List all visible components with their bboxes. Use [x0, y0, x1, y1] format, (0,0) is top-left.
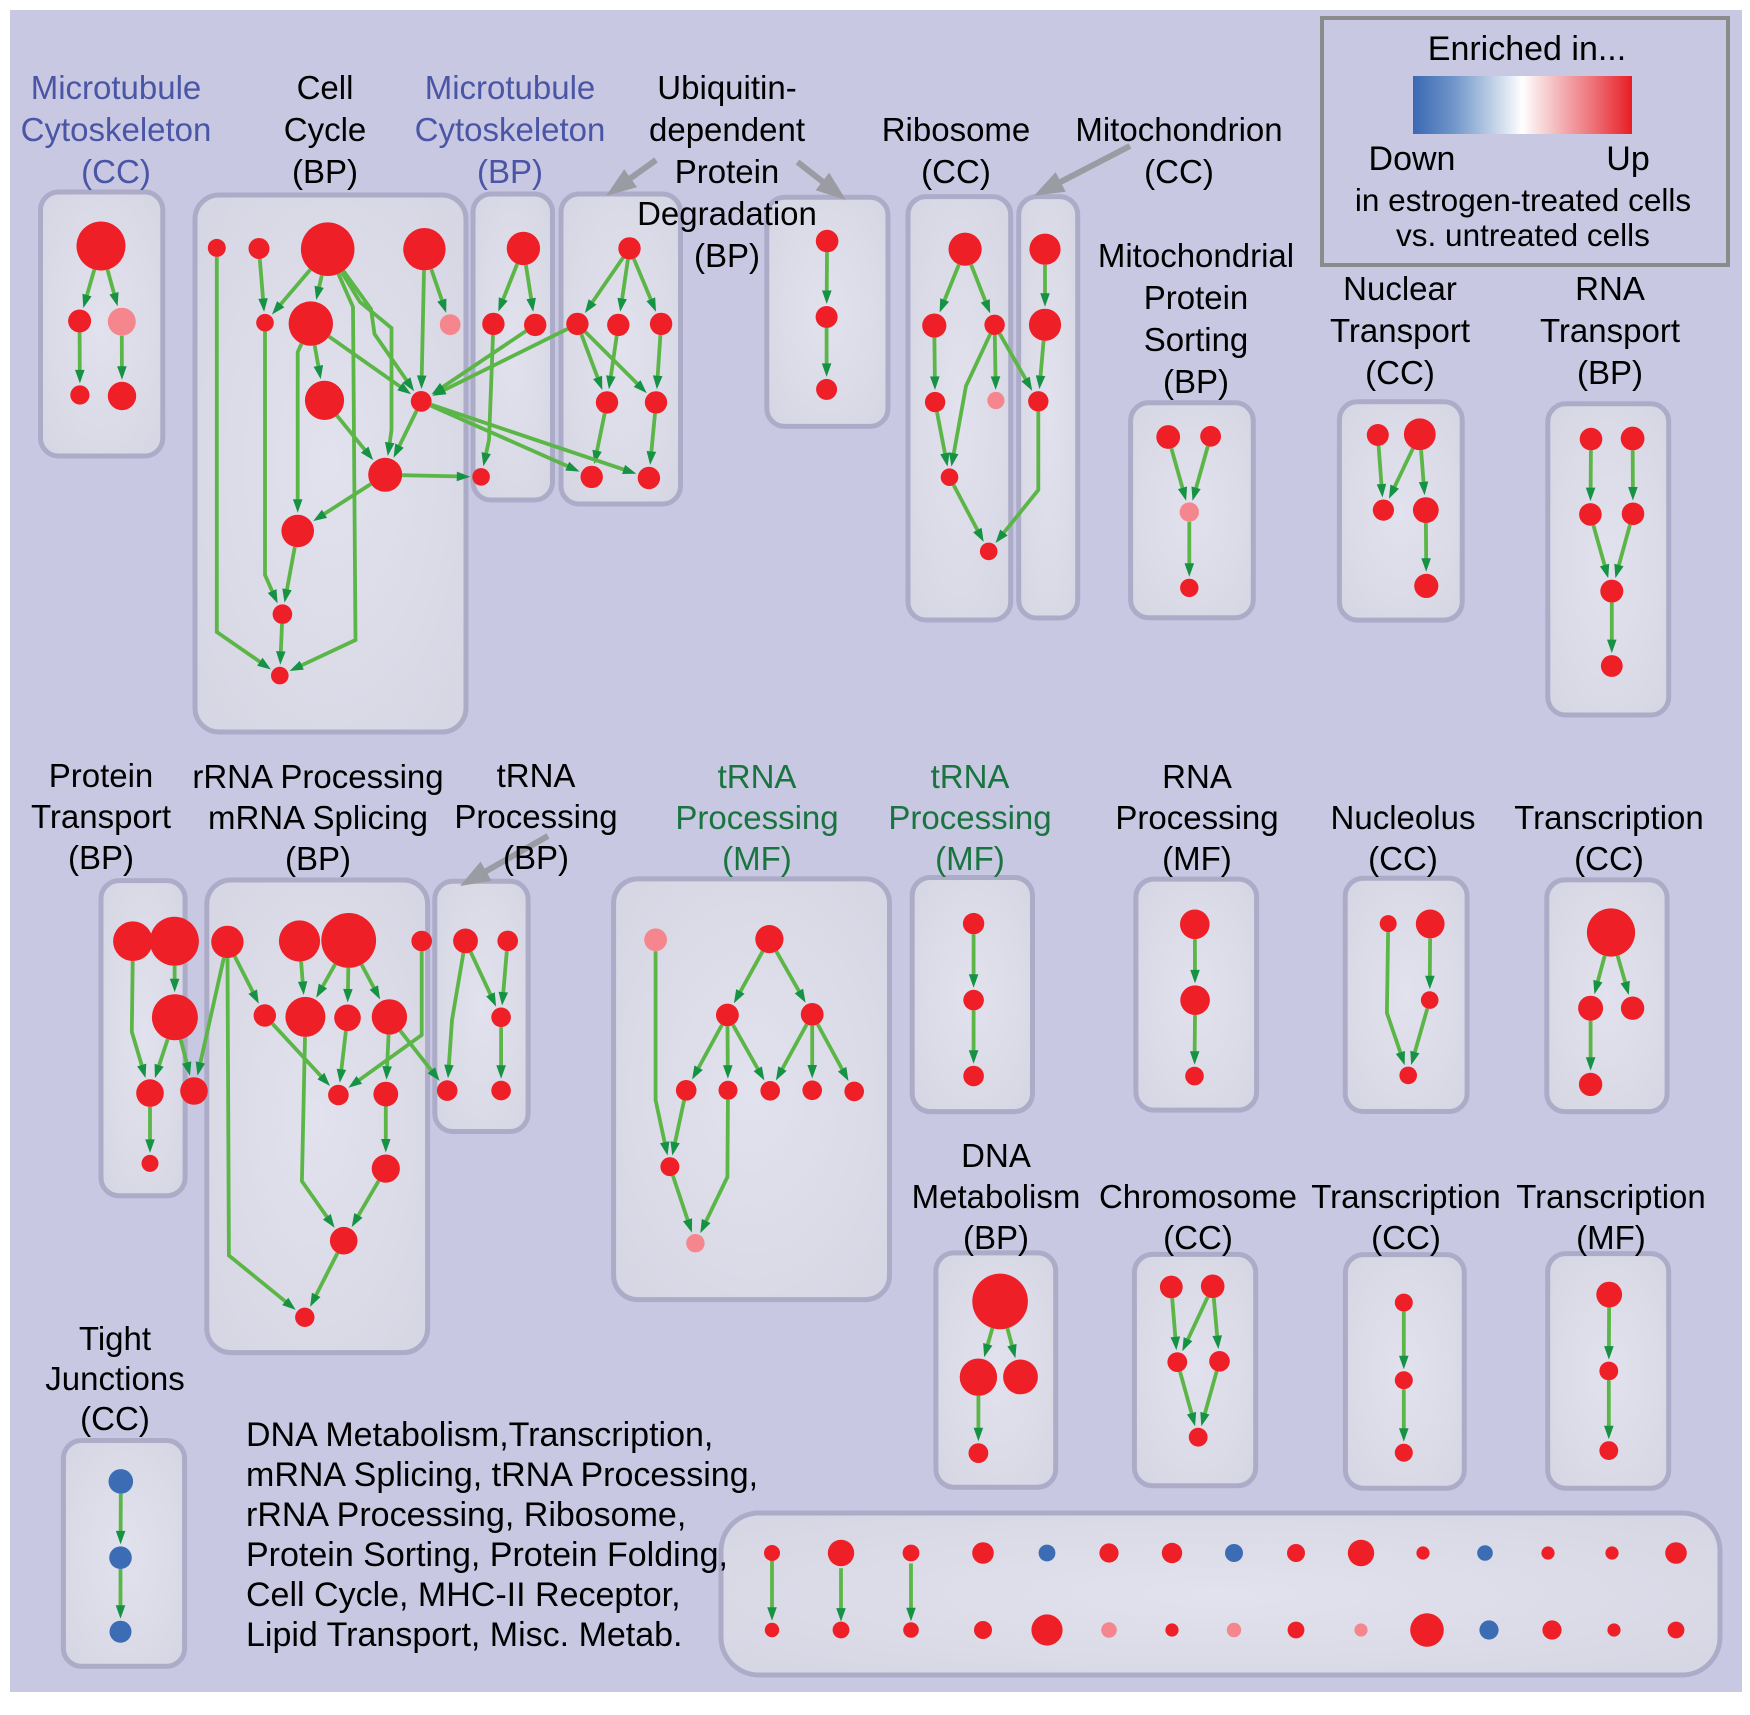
- svg-text:dependent: dependent: [649, 111, 805, 148]
- svg-text:(CC): (CC): [1163, 1219, 1233, 1256]
- svg-text:Nucleolus: Nucleolus: [1331, 799, 1476, 836]
- svg-text:Degradation: Degradation: [637, 195, 817, 232]
- svg-text:(CC): (CC): [1144, 153, 1214, 190]
- svg-text:(BP): (BP): [285, 840, 351, 877]
- svg-text:Processing: Processing: [888, 799, 1051, 836]
- svg-text:Processing: Processing: [1115, 799, 1278, 836]
- svg-text:(CC): (CC): [1365, 354, 1435, 391]
- svg-text:(BP): (BP): [963, 1219, 1029, 1256]
- svg-text:(CC): (CC): [81, 153, 151, 190]
- svg-text:Transport: Transport: [1540, 312, 1680, 349]
- svg-text:DNA: DNA: [961, 1137, 1031, 1174]
- svg-text:tRNA: tRNA: [497, 757, 576, 794]
- svg-text:Ubiquitin-: Ubiquitin-: [657, 69, 796, 106]
- svg-text:(BP): (BP): [1163, 363, 1229, 400]
- svg-text:rRNA Processing: rRNA Processing: [192, 758, 443, 795]
- svg-text:Protein: Protein: [1144, 279, 1249, 316]
- svg-text:Enriched in...: Enriched in...: [1428, 30, 1626, 68]
- svg-text:Cell: Cell: [297, 69, 354, 106]
- svg-text:Transport: Transport: [1330, 312, 1470, 349]
- svg-text:(BP): (BP): [503, 839, 569, 876]
- svg-text:RNA: RNA: [1162, 758, 1232, 795]
- svg-text:Mitochondrial: Mitochondrial: [1098, 237, 1294, 274]
- svg-text:Ribosome: Ribosome: [882, 111, 1031, 148]
- svg-text:(MF): (MF): [935, 840, 1005, 877]
- svg-text:(MF): (MF): [1162, 840, 1232, 877]
- svg-text:mRNA Splicing: mRNA Splicing: [208, 799, 428, 836]
- svg-text:tRNA: tRNA: [931, 758, 1010, 795]
- svg-text:Microtubule: Microtubule: [425, 69, 596, 106]
- svg-text:Transcription: Transcription: [1514, 799, 1704, 836]
- svg-text:RNA: RNA: [1575, 270, 1645, 307]
- svg-text:Cytoskeleton: Cytoskeleton: [415, 111, 606, 148]
- svg-text:Down: Down: [1369, 140, 1456, 178]
- svg-text:(BP): (BP): [694, 237, 760, 274]
- svg-text:in estrogen-treated cells: in estrogen-treated cells: [1355, 182, 1691, 218]
- svg-text:mRNA Splicing, tRNA Processing: mRNA Splicing, tRNA Processing,: [246, 1456, 758, 1494]
- svg-text:(BP): (BP): [292, 153, 358, 190]
- svg-text:Nuclear: Nuclear: [1343, 270, 1457, 307]
- svg-text:DNA Metabolism,Transcription,: DNA Metabolism,Transcription,: [246, 1416, 713, 1454]
- svg-text:(BP): (BP): [68, 839, 134, 876]
- svg-text:Processing: Processing: [675, 799, 838, 836]
- svg-text:Cycle: Cycle: [284, 111, 367, 148]
- svg-text:Metabolism: Metabolism: [912, 1178, 1081, 1215]
- svg-text:Tight: Tight: [79, 1320, 151, 1357]
- svg-text:Mitochondrion: Mitochondrion: [1075, 111, 1282, 148]
- svg-text:Up: Up: [1606, 140, 1649, 178]
- svg-text:(MF): (MF): [722, 840, 792, 877]
- svg-text:tRNA: tRNA: [718, 758, 797, 795]
- svg-text:Protein: Protein: [49, 757, 154, 794]
- svg-text:Transcription: Transcription: [1516, 1178, 1706, 1215]
- svg-text:Transport: Transport: [31, 798, 171, 835]
- svg-text:Junctions: Junctions: [45, 1360, 184, 1397]
- svg-text:(BP): (BP): [477, 153, 543, 190]
- svg-text:Protein: Protein: [675, 153, 780, 190]
- svg-text:(CC): (CC): [921, 153, 991, 190]
- svg-text:vs. untreated cells: vs. untreated cells: [1396, 217, 1650, 253]
- svg-text:(MF): (MF): [1576, 1219, 1646, 1256]
- svg-text:Sorting: Sorting: [1144, 321, 1249, 358]
- svg-text:Microtubule: Microtubule: [31, 69, 202, 106]
- svg-text:Cytoskeleton: Cytoskeleton: [21, 111, 212, 148]
- svg-text:Processing: Processing: [454, 798, 617, 835]
- svg-text:Chromosome: Chromosome: [1099, 1178, 1297, 1215]
- svg-text:Protein Sorting, Protein Foldi: Protein Sorting, Protein Folding,: [246, 1536, 728, 1574]
- svg-text:(BP): (BP): [1577, 354, 1643, 391]
- svg-text:(CC): (CC): [1574, 840, 1644, 877]
- svg-text:Cell Cycle, MHC-II Receptor,: Cell Cycle, MHC-II Receptor,: [246, 1576, 681, 1614]
- svg-text:(CC): (CC): [80, 1400, 150, 1437]
- svg-text:rRNA Processing, Ribosome,: rRNA Processing, Ribosome,: [246, 1496, 686, 1534]
- svg-text:Lipid Transport, Misc. Metab.: Lipid Transport, Misc. Metab.: [246, 1616, 683, 1654]
- svg-text:(CC): (CC): [1371, 1219, 1441, 1256]
- svg-text:(CC): (CC): [1368, 840, 1438, 877]
- svg-text:Transcription: Transcription: [1311, 1178, 1501, 1215]
